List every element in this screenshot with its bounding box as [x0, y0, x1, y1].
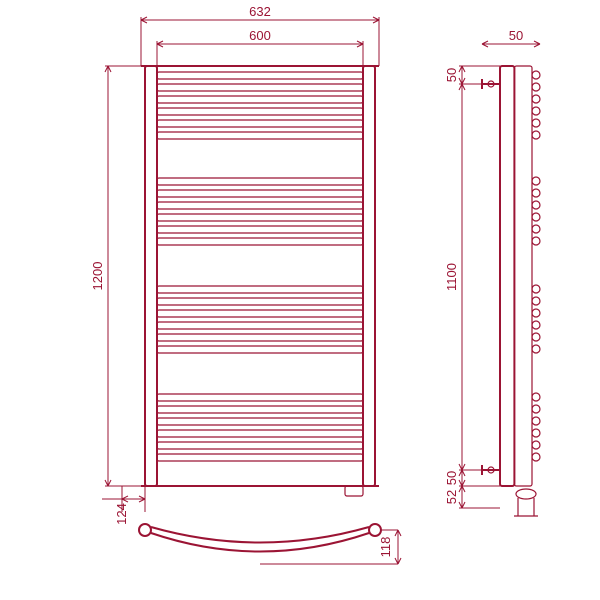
svg-text:118: 118 [378, 537, 393, 558]
svg-text:600: 600 [249, 28, 271, 43]
svg-text:632: 632 [249, 4, 271, 19]
svg-text:50: 50 [444, 471, 459, 485]
svg-text:1200: 1200 [90, 262, 105, 291]
svg-text:1100: 1100 [444, 263, 459, 291]
svg-text:50: 50 [444, 68, 459, 82]
svg-text:50: 50 [509, 28, 523, 43]
svg-text:52: 52 [444, 490, 459, 504]
side-view [482, 66, 540, 516]
top-view [139, 524, 398, 564]
front-view [141, 66, 379, 496]
svg-text:124: 124 [114, 503, 129, 525]
